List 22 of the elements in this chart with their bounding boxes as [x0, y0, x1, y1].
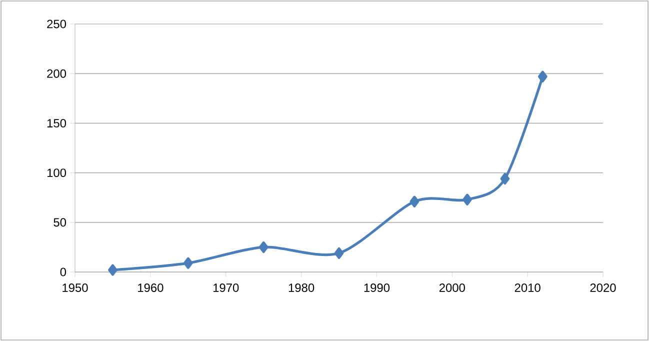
x-tick-label: 1990: [364, 284, 390, 292]
point: [500, 172, 510, 185]
x-tick-label: 1970: [213, 284, 239, 292]
y-tick-label: 50: [54, 218, 66, 227]
x-tick-label: 2020: [590, 284, 616, 292]
y-tick-label: 100: [47, 168, 66, 178]
point: [538, 70, 548, 82]
point: [258, 241, 268, 253]
point: [108, 264, 118, 276]
x-tick-label: 1960: [138, 284, 164, 292]
x-tick-label: 1950: [62, 284, 88, 292]
y-tick-label: 150: [47, 118, 66, 128]
x-tick-label: 1980: [288, 284, 314, 292]
point: [183, 257, 193, 269]
x-tick-label: 2010: [514, 284, 540, 292]
point: [410, 196, 420, 208]
y-tick-label: 200: [47, 69, 66, 78]
y-tick-label: 0: [60, 268, 66, 276]
point: [462, 194, 472, 206]
point: [334, 247, 344, 259]
x-tick-label: 2000: [439, 284, 465, 292]
y-tick-label: 250: [47, 20, 66, 28]
